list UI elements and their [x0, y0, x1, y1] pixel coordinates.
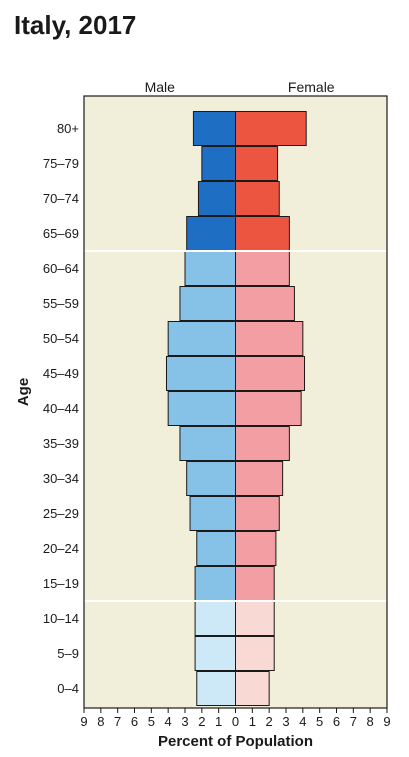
x-tick-label: 2 — [198, 714, 205, 729]
y-tick-label: 75–79 — [43, 156, 79, 171]
x-tick-label: 8 — [367, 714, 374, 729]
male-bar-60–64 — [184, 251, 236, 286]
x-tick-label: 9 — [80, 714, 87, 729]
x-tick-label: 5 — [316, 714, 323, 729]
x-tick-label: 6 — [131, 714, 138, 729]
legend-female: Female — [288, 79, 335, 95]
female-bar-10–14 — [235, 601, 275, 636]
male-bar-80+ — [192, 111, 237, 146]
y-tick-label: 5–9 — [57, 646, 79, 661]
x-tick-label: 2 — [266, 714, 273, 729]
y-tick-label: 50–54 — [43, 331, 79, 346]
x-tick-label: 9 — [383, 714, 390, 729]
male-bar-65–69 — [186, 216, 236, 251]
male-bar-45–49 — [165, 356, 237, 391]
male-bar-10–14 — [194, 601, 237, 636]
male-bar-15–19 — [194, 566, 237, 601]
x-tick-label: 3 — [282, 714, 289, 729]
female-bar-15–19 — [235, 566, 275, 601]
y-tick-label: 60–64 — [43, 261, 79, 276]
y-tick-label: 20–24 — [43, 541, 79, 556]
female-bar-75–79 — [235, 146, 279, 181]
x-tick-label: 5 — [148, 714, 155, 729]
female-bar-65–69 — [235, 216, 290, 251]
y-axis-ticks: 0–4 5–9 10–14 15–19 20–24 25–29 30–34 35–39 40–4… — [43, 121, 79, 696]
female-bar-70–74 — [235, 181, 280, 216]
female-bar-45–49 — [235, 356, 306, 391]
band-separators — [84, 250, 391, 602]
male-bar-55–59 — [179, 286, 236, 321]
x-tick-label: 0 — [232, 714, 239, 729]
x-tick-label: 3 — [181, 714, 188, 729]
female-bar-30–34 — [235, 461, 284, 496]
female-bar-60–64 — [235, 251, 290, 286]
female-bar-20–24 — [235, 531, 277, 566]
female-bar-40–44 — [235, 391, 302, 426]
male-bar-35–39 — [179, 426, 236, 461]
y-tick-label: 65–69 — [43, 226, 79, 241]
y-tick-label: 55–59 — [43, 296, 79, 311]
female-bar-80+ — [235, 111, 307, 146]
y-tick-label: 45–49 — [43, 366, 79, 381]
chart-title: Italy, 2017 — [14, 10, 137, 40]
male-bar-20–24 — [196, 531, 237, 566]
male-bar-30–34 — [186, 461, 236, 496]
y-tick-label: 35–39 — [43, 436, 79, 451]
y-tick-label: 70–74 — [43, 191, 79, 206]
male-bar-40–44 — [167, 391, 237, 426]
y-tick-label: 0–4 — [57, 681, 79, 696]
male-bar-70–74 — [197, 181, 236, 216]
female-bar-50–54 — [235, 321, 304, 356]
female-bar-35–39 — [235, 426, 290, 461]
female-bar-25–29 — [235, 496, 280, 531]
bars-group — [165, 111, 307, 706]
female-bar-5–9 — [235, 636, 275, 671]
y-tick-label: 30–34 — [43, 471, 79, 486]
male-bar-5–9 — [194, 636, 237, 671]
y-tick-label: 40–44 — [43, 401, 79, 416]
x-tick-label: 1 — [249, 714, 256, 729]
y-axis-title: Age — [15, 378, 32, 406]
female-bar-0–4 — [235, 671, 270, 706]
y-tick-label: 80+ — [57, 121, 79, 136]
x-tick-label: 4 — [165, 714, 172, 729]
male-bar-25–29 — [189, 496, 237, 531]
x-tick-label: 6 — [333, 714, 340, 729]
y-tick-label: 15–19 — [43, 576, 79, 591]
x-tick-label: 1 — [215, 714, 222, 729]
male-bar-75–79 — [201, 146, 236, 181]
female-bar-55–59 — [235, 286, 295, 321]
x-tick-label: 7 — [114, 714, 121, 729]
x-tick-label: 7 — [350, 714, 357, 729]
y-tick-label: 25–29 — [43, 506, 79, 521]
male-bar-0–4 — [196, 671, 237, 706]
male-bar-50–54 — [167, 321, 237, 356]
legend-male: Male — [145, 79, 176, 95]
x-tick-label: 8 — [97, 714, 104, 729]
x-tick-label: 4 — [299, 714, 306, 729]
y-tick-label: 10–14 — [43, 611, 79, 626]
x-axis-title: Percent of Population — [158, 733, 313, 750]
